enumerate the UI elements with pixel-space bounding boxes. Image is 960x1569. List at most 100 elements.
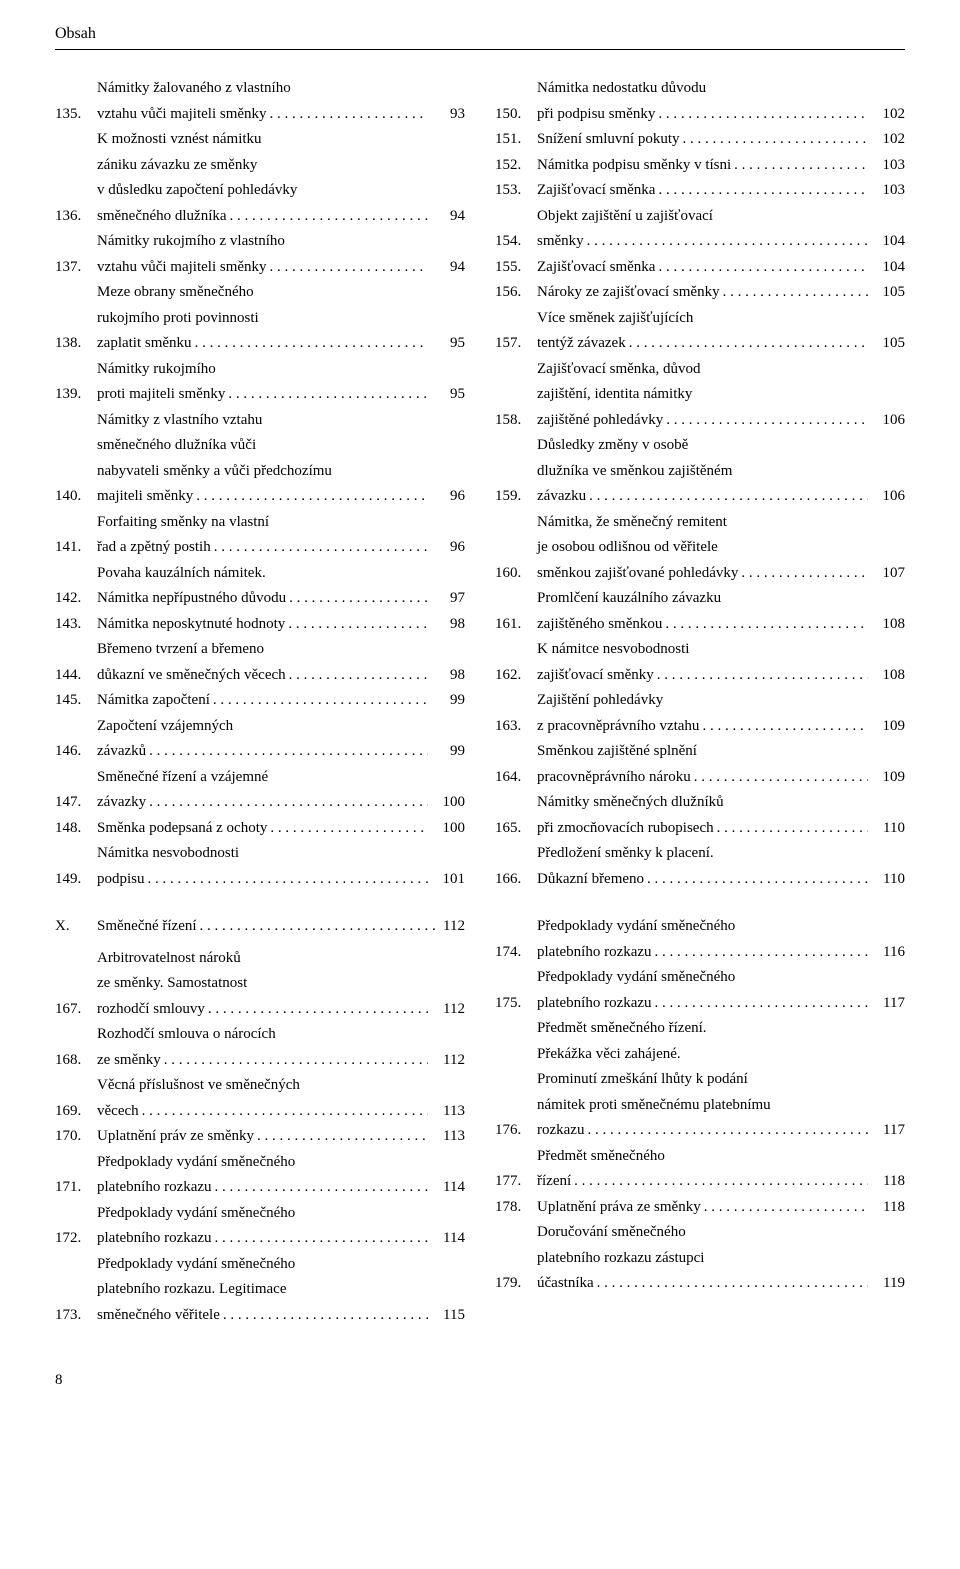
entry-page: 104 — [871, 229, 905, 255]
entry-page: 113 — [431, 1124, 465, 1150]
entry-text: K možnosti vznést námitkuzániku závazku … — [97, 127, 465, 229]
chapter-title: Směnečné řízení — [97, 914, 197, 940]
entry-lasttext: Důkazní břemeno — [537, 867, 644, 893]
entry-number: 173. — [55, 1303, 97, 1329]
toc-page: Obsah 135.Námitky žalovaného z vlastního… — [0, 0, 960, 1434]
leader-dots — [694, 775, 868, 790]
entry-line: Námitky směnečných dlužníků — [537, 790, 905, 816]
toc-entry: 143.Námitka neposkytnuté hodnoty98 — [55, 612, 465, 638]
toc-entry: 147.Směnečné řízení a vzájemnézávazky100 — [55, 765, 465, 816]
entry-text: Námitky rukojmíhoproti majiteli směnky95 — [97, 357, 465, 408]
chapter-heading: X. Směnečné řízení 112 — [55, 914, 465, 940]
page-header: Obsah — [55, 20, 905, 50]
entry-number: 136. — [55, 204, 97, 230]
column-right: 150.Námitka nedostatku důvodupři podpisu… — [495, 76, 905, 1394]
leader-dots — [230, 214, 428, 229]
entry-page: 108 — [871, 612, 905, 638]
entry-lastline: z pracovněprávního vztahu109 — [537, 714, 905, 740]
entry-lastline: Námitka podpisu směnky v tísni103 — [537, 153, 905, 179]
entry-page: 94 — [431, 204, 465, 230]
entry-page: 119 — [871, 1271, 905, 1297]
entry-number: 178. — [495, 1195, 537, 1221]
entry-lastline: ze směnky112 — [97, 1048, 465, 1074]
entry-line: Zajištění pohledávky — [537, 688, 905, 714]
entry-lastline: pracovněprávního nároku109 — [537, 765, 905, 791]
entry-lasttext: z pracovněprávního vztahu — [537, 714, 699, 740]
entry-number: 159. — [495, 484, 537, 510]
entry-lastline: zajištěné pohledávky106 — [537, 408, 905, 434]
entry-number: 167. — [55, 997, 97, 1023]
entry-page: 104 — [871, 255, 905, 281]
entry-line: Námitka nesvobodnosti — [97, 841, 465, 867]
entry-lasttext: směnky — [537, 229, 584, 255]
toc-entry: 179.Doručování směnečnéhoplatebního rozk… — [495, 1220, 905, 1297]
toc-entry: 144.Břemeno tvrzení a břemenodůkazní ve … — [55, 637, 465, 688]
toc-entry: 151.Snížení smluvní pokuty102 — [495, 127, 905, 153]
entry-lasttext: Námitka započtení — [97, 688, 210, 714]
entry-number: 146. — [55, 739, 97, 765]
entry-page: 98 — [431, 612, 465, 638]
entry-text: Zajišťovací směnka104 — [537, 255, 905, 281]
entry-text: Námitky rukojmího z vlastníhovztahu vůči… — [97, 229, 465, 280]
entry-number: 172. — [55, 1226, 97, 1252]
toc-entry: 152.Námitka podpisu směnky v tísni103 — [495, 153, 905, 179]
entry-line: Prominutí zmeškání lhůty k podání — [537, 1067, 905, 1093]
toc-entry: 169.Věcná příslušnost ve směnečnýchvěcec… — [55, 1073, 465, 1124]
leader-dots — [658, 265, 868, 280]
entry-lastline: Námitka nepřípustného důvodu97 — [97, 586, 465, 612]
leader-dots — [288, 622, 428, 637]
leader-dots — [658, 112, 868, 127]
entry-lastline: proti majiteli směnky95 — [97, 382, 465, 408]
entry-lasttext: tentýž závazek — [537, 331, 626, 357]
entry-number: 144. — [55, 663, 97, 689]
entry-page: 105 — [871, 280, 905, 306]
entry-line: dlužníka ve směnkou zajištěném — [537, 459, 905, 485]
entry-number: 142. — [55, 586, 97, 612]
toc-entry: 177.Předmět směnečnéhořízení118 — [495, 1144, 905, 1195]
entry-text: Zajištění pohledávkyz pracovněprávního v… — [537, 688, 905, 739]
leader-dots — [587, 1129, 868, 1144]
toc-entry: 159.Důsledky změny v osobědlužníka ve sm… — [495, 433, 905, 510]
entry-page: 93 — [431, 102, 465, 128]
entry-lastline: závazky100 — [97, 790, 465, 816]
column-left: 135.Námitky žalovaného z vlastníhovztahu… — [55, 76, 465, 1394]
entry-lastline: účastníka119 — [537, 1271, 905, 1297]
entry-line: Směnečné řízení a vzájemné — [97, 765, 465, 791]
entry-lastline: závazku106 — [537, 484, 905, 510]
entry-text: Směnečné řízení a vzájemnézávazky100 — [97, 765, 465, 816]
entry-text: Předmět směnečnéhořízení118 — [537, 1144, 905, 1195]
page-number: 8 — [55, 1368, 465, 1394]
entry-lasttext: závazky — [97, 790, 146, 816]
toc-entry: 150.Námitka nedostatku důvodupři podpisu… — [495, 76, 905, 127]
entry-line: Rozhodčí smlouva o nárocích — [97, 1022, 465, 1048]
entry-number: 138. — [55, 331, 97, 357]
leader-dots — [195, 342, 428, 357]
toc-entry: 140.Námitky z vlastního vztahusměnečného… — [55, 408, 465, 510]
entry-lastline: směnky 104 — [537, 229, 905, 255]
entry-number: 140. — [55, 484, 97, 510]
entry-text: Námitka nedostatku důvodupři podpisu smě… — [537, 76, 905, 127]
entry-lastline: tentýž závazek105 — [537, 331, 905, 357]
entry-number: 177. — [495, 1169, 537, 1195]
entry-line: Objekt zajištění u zajišťovací — [537, 204, 905, 230]
entry-page: 99 — [431, 688, 465, 714]
leader-dots — [702, 724, 868, 739]
entry-text: Rozhodčí smlouva o nárocíchze směnky112 — [97, 1022, 465, 1073]
leader-dots — [228, 393, 428, 408]
toc-entry: 164.Směnkou zajištěné splněnípracovněprá… — [495, 739, 905, 790]
entry-number: 135. — [55, 102, 97, 128]
entry-lasttext: při zmocňovacích rubopisech — [537, 816, 714, 842]
entry-line: nabyvateli směnky a vůči předchozímu — [97, 459, 465, 485]
entry-lasttext: Směnka podepsaná z ochoty — [97, 816, 267, 842]
toc-entry: 157.Více směnek zajišťujícíchtentýž záva… — [495, 306, 905, 357]
leader-dots — [647, 877, 868, 892]
entry-number: 147. — [55, 790, 97, 816]
entry-lastline: platebního rozkazu116 — [537, 940, 905, 966]
entry-line: Předpoklady vydání směnečného — [537, 965, 905, 991]
entry-page: 112 — [431, 1048, 465, 1074]
toc-entry: 155.Zajišťovací směnka104 — [495, 255, 905, 281]
entry-lastline: zaplatit směnku95 — [97, 331, 465, 357]
entry-line: je osobou odlišnou od věřitele — [537, 535, 905, 561]
entry-line: Předpoklady vydání směnečného — [97, 1150, 465, 1176]
entry-number: 157. — [495, 331, 537, 357]
